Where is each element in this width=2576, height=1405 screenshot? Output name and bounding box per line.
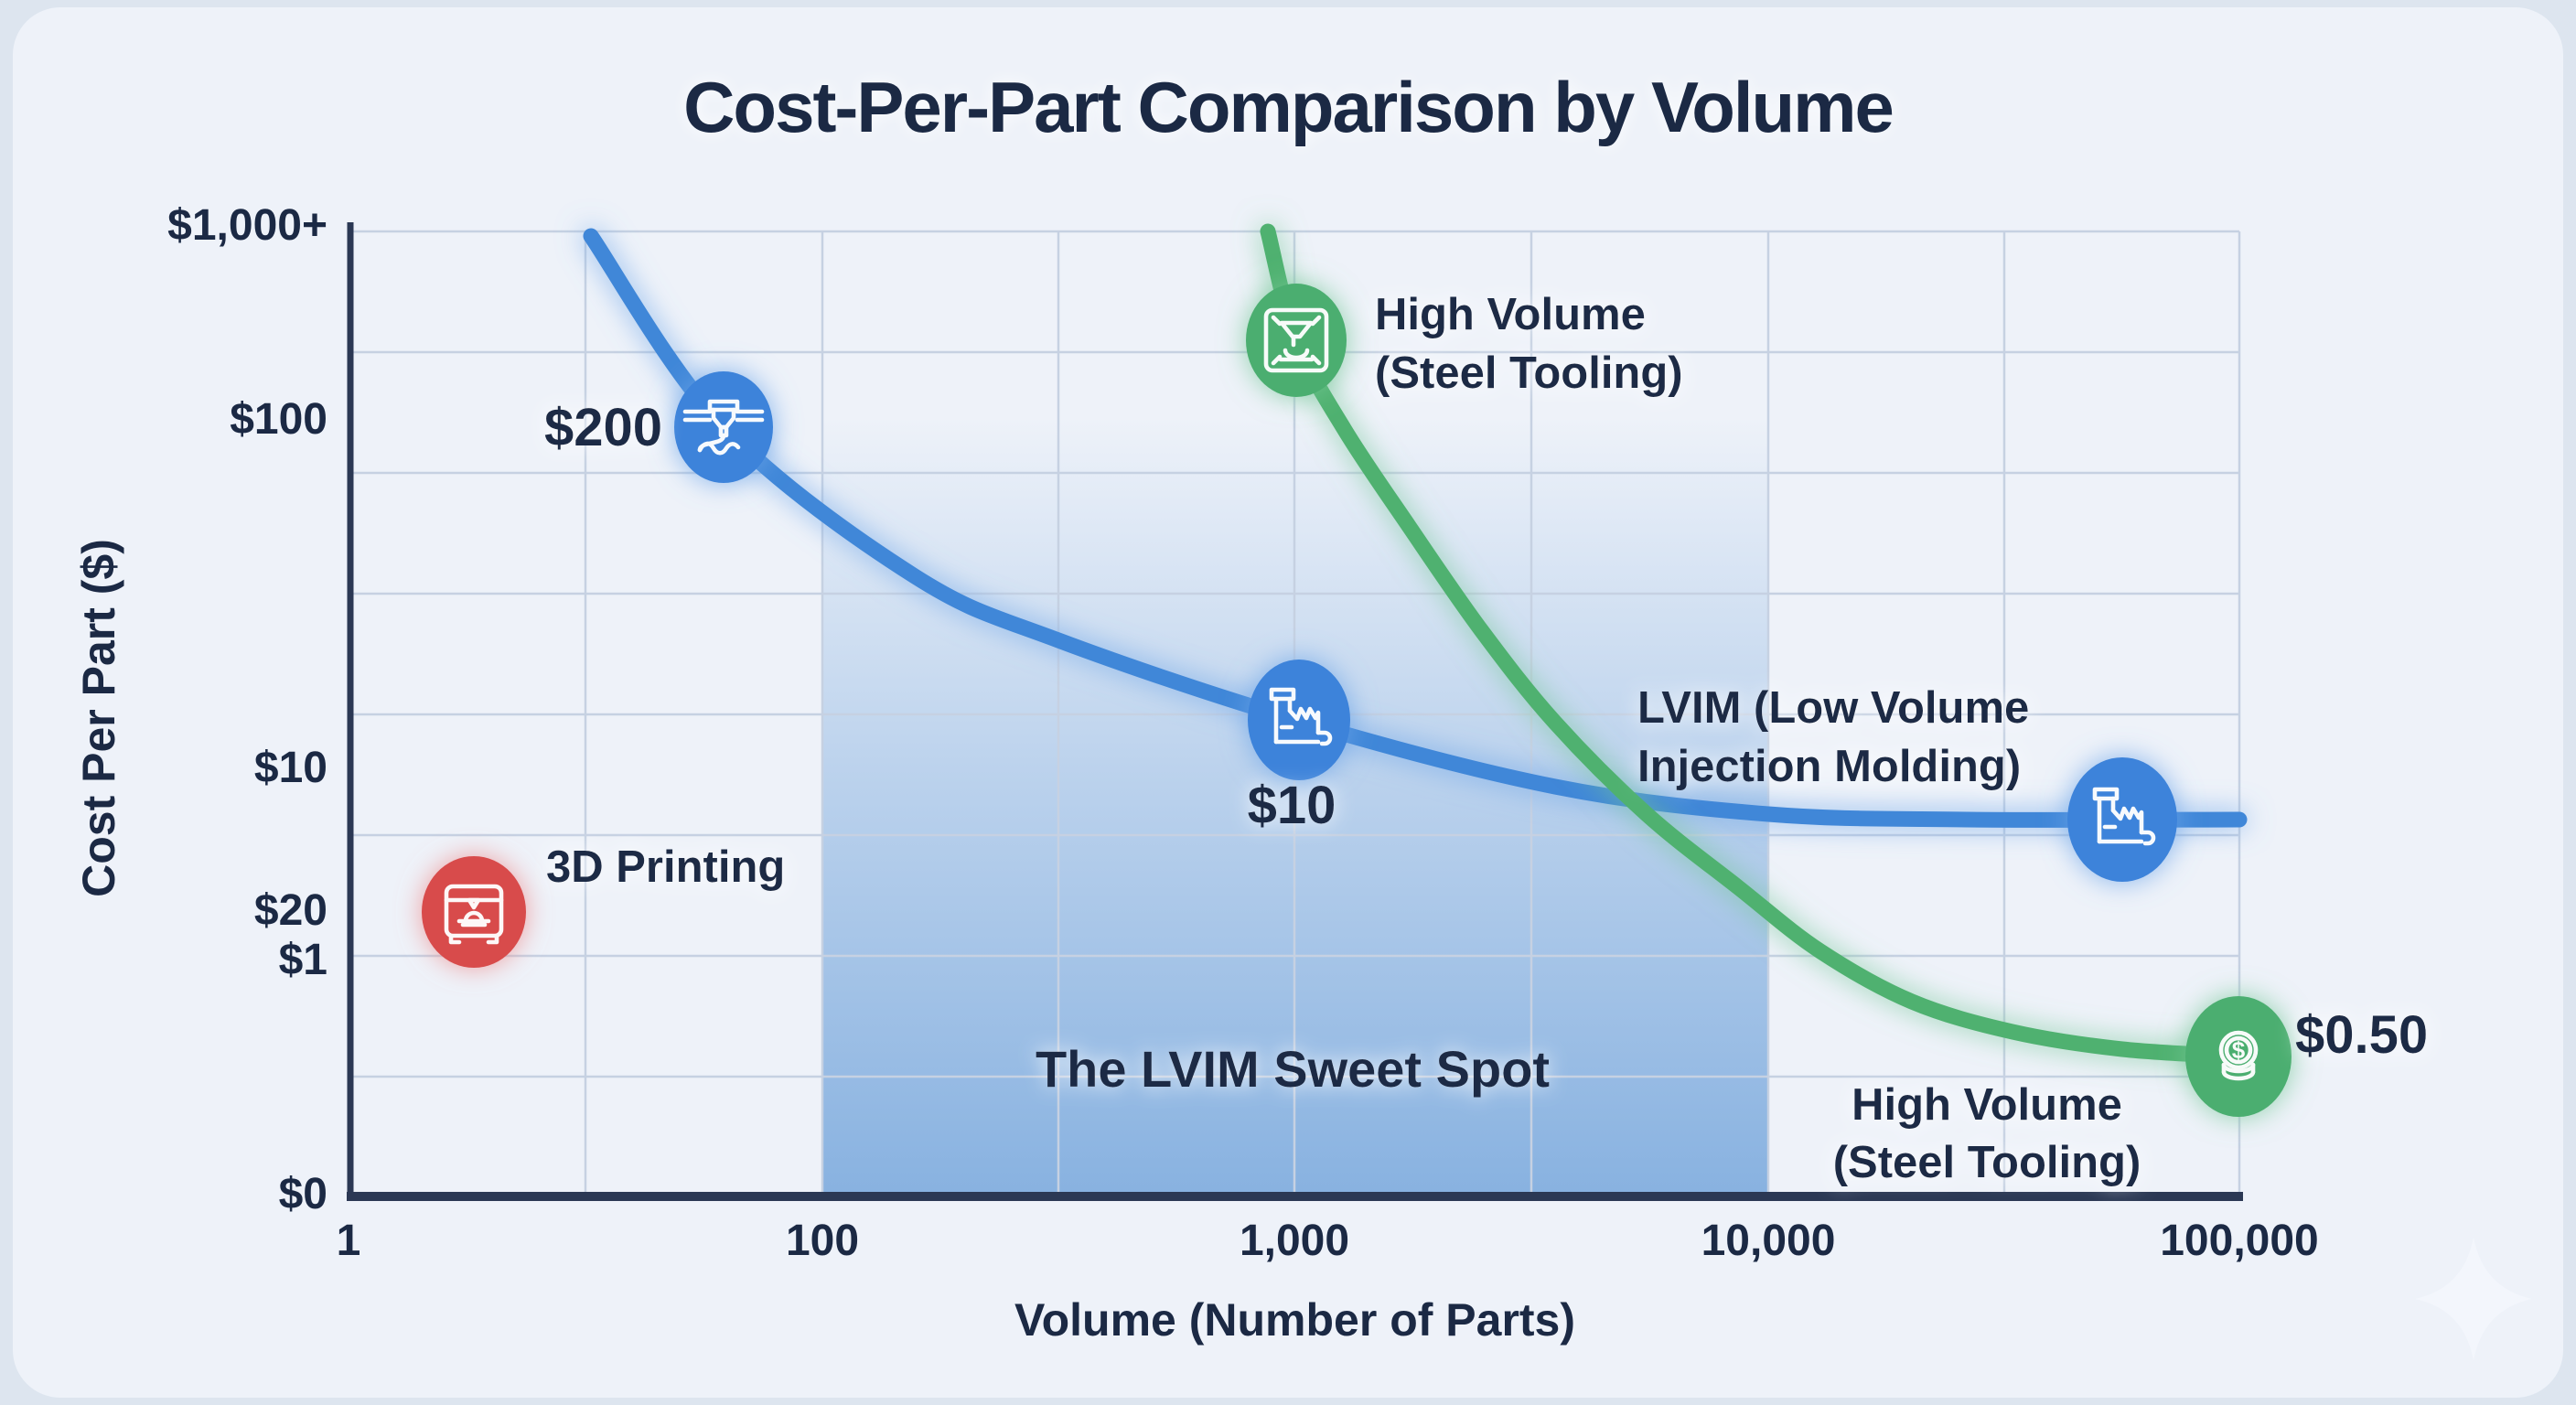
marker-mold-hopper-icon	[1246, 284, 1347, 397]
curve-label: (Steel Tooling)	[1375, 349, 1683, 398]
curve-label: High Volume	[1852, 1080, 2122, 1130]
printer-box-icon	[444, 884, 504, 945]
y-tick-label: $1	[279, 936, 327, 984]
x-tick-labels: 1 100 1,000 10,000 100,000	[337, 1217, 2319, 1265]
value-label: $0.50	[2295, 1005, 2428, 1065]
mold-hopper-icon	[1263, 307, 1329, 373]
value-label: $10	[1248, 776, 1336, 835]
marker-molding-machine-icon	[1248, 660, 1350, 780]
x-tick-label: 10,000	[1701, 1217, 1836, 1265]
sweet-spot-label: The LVIM Sweet Spot	[1036, 1040, 1550, 1098]
printer-nozzle-icon	[682, 399, 765, 456]
y-axis-title: Cost Per Part ($)	[73, 539, 124, 897]
y-tick-label: $20	[254, 886, 327, 935]
curve-label: LVIM (Low Volume	[1637, 683, 2029, 733]
marker-printer-nozzle-icon	[674, 371, 773, 483]
curve-label: (Steel Tooling)	[1833, 1138, 2141, 1187]
curve-labels: High Volume (Steel Tooling) LVIM (Low Volu…	[546, 290, 2141, 1187]
steel-tooling-curve	[1260, 223, 2247, 1065]
y-tick-labels: $1,000+ $100 $10 $20$1 $0	[167, 201, 327, 1218]
marker-coins-icon: $	[2185, 996, 2292, 1117]
x-axis-title: Volume (Number of Parts)	[1014, 1294, 1576, 1346]
y-tick-label: $0	[279, 1170, 327, 1218]
y-tick-label: $1,000+	[167, 201, 327, 250]
molding-machine-icon	[1269, 687, 1333, 746]
curve-label: 3D Printing	[546, 842, 785, 892]
sparkle-icon	[2415, 1237, 2532, 1361]
x-tick-label: 100,000	[2160, 1217, 2319, 1265]
molding-machine-icon	[2092, 787, 2156, 846]
marker-printer-box-icon	[422, 856, 526, 968]
marker-circle	[2185, 996, 2292, 1117]
value-labels: $200 $10 $0.50	[544, 398, 2428, 1065]
coins-icon: $	[2218, 1030, 2259, 1081]
y-tick-label: $10	[254, 744, 327, 792]
curve-label: High Volume	[1375, 290, 1646, 339]
x-tick-label: 1	[337, 1217, 361, 1265]
x-tick-label: 100	[786, 1217, 859, 1265]
page-title: Cost-Per-Part Comparison by Volume	[683, 67, 1894, 147]
curve-label: Injection Molding)	[1637, 742, 2021, 791]
svg-text:$: $	[2232, 1036, 2246, 1064]
marker-molding-machine-icon	[2067, 757, 2177, 882]
y-tick-label: $100	[230, 395, 327, 444]
x-tick-label: 1,000	[1240, 1217, 1349, 1265]
marker-circle	[1246, 284, 1347, 397]
value-label: $200	[544, 398, 662, 457]
